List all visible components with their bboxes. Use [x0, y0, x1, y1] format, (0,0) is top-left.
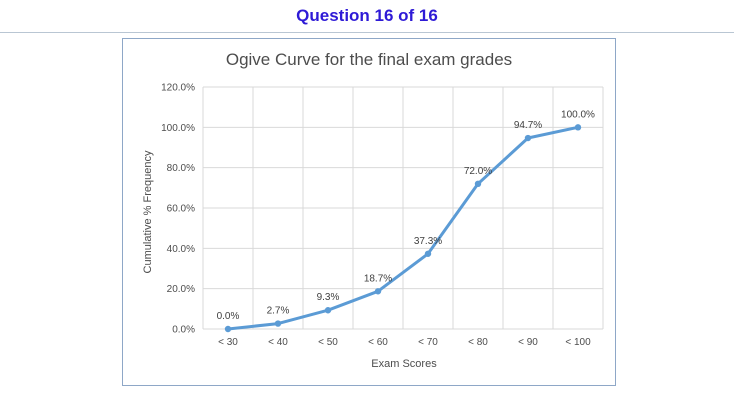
data-label: 2.7%: [267, 306, 290, 317]
data-label: 72.0%: [464, 166, 492, 177]
x-tick-label: < 40: [268, 337, 288, 348]
question-counter: Question 16 of 16: [296, 6, 438, 25]
y-axis-label: Cumulative % Frequency: [142, 150, 154, 273]
y-tick-label: 40.0%: [167, 244, 195, 255]
data-point: [224, 325, 232, 333]
data-point: [324, 307, 332, 314]
data-point: [374, 288, 382, 295]
x-tick-label: < 90: [518, 337, 538, 348]
data-point: [474, 180, 482, 187]
data-label: 9.3%: [317, 292, 340, 303]
chart-title: Ogive Curve for the final exam grades: [226, 50, 512, 69]
data-point: [524, 134, 532, 142]
data-point: [274, 320, 282, 327]
x-tick-label: < 50: [318, 337, 338, 348]
x-tick-label: < 80: [468, 337, 488, 348]
data-points: [224, 124, 582, 333]
y-tick-label: 0.0%: [172, 325, 195, 336]
y-tick-label: 120.0%: [161, 83, 195, 94]
data-point: [424, 250, 432, 257]
data-label: 94.7%: [514, 120, 542, 131]
y-tick-label: 60.0%: [167, 204, 195, 215]
y-tick-label: 80.0%: [167, 163, 195, 174]
x-tick-label: < 30: [218, 337, 238, 348]
x-tick-label: < 60: [368, 337, 388, 348]
y-tick-label: 20.0%: [167, 284, 195, 295]
x-axis-ticks: < 30 < 40 < 50 < 60 < 70 < 80 < 90 < 100: [218, 337, 591, 348]
chart-container: Ogive Curve for the final exam grades 0.…: [122, 38, 616, 386]
grid: [202, 86, 604, 330]
data-label: 37.3%: [414, 236, 442, 247]
x-axis-label: Exam Scores: [371, 358, 437, 370]
data-label: 18.7%: [364, 273, 392, 284]
series-line: [226, 125, 580, 331]
x-tick-label: < 70: [418, 337, 438, 348]
data-label: 0.0%: [217, 311, 240, 322]
x-tick-label: < 100: [565, 337, 591, 348]
data-point: [574, 124, 582, 131]
y-axis-ticks: 0.0% 20.0% 40.0% 60.0% 80.0% 100.0% 120.0%: [161, 83, 195, 336]
y-tick-label: 100.0%: [161, 123, 195, 134]
data-label: 100.0%: [561, 109, 595, 120]
data-labels: 0.0% 2.7% 9.3% 18.7% 37.3% 72.0% 94.7% 100.0%: [217, 109, 595, 322]
header-bar: Question 16 of 16: [0, 0, 734, 33]
ogive-chart: Ogive Curve for the final exam grades 0.…: [142, 50, 604, 370]
